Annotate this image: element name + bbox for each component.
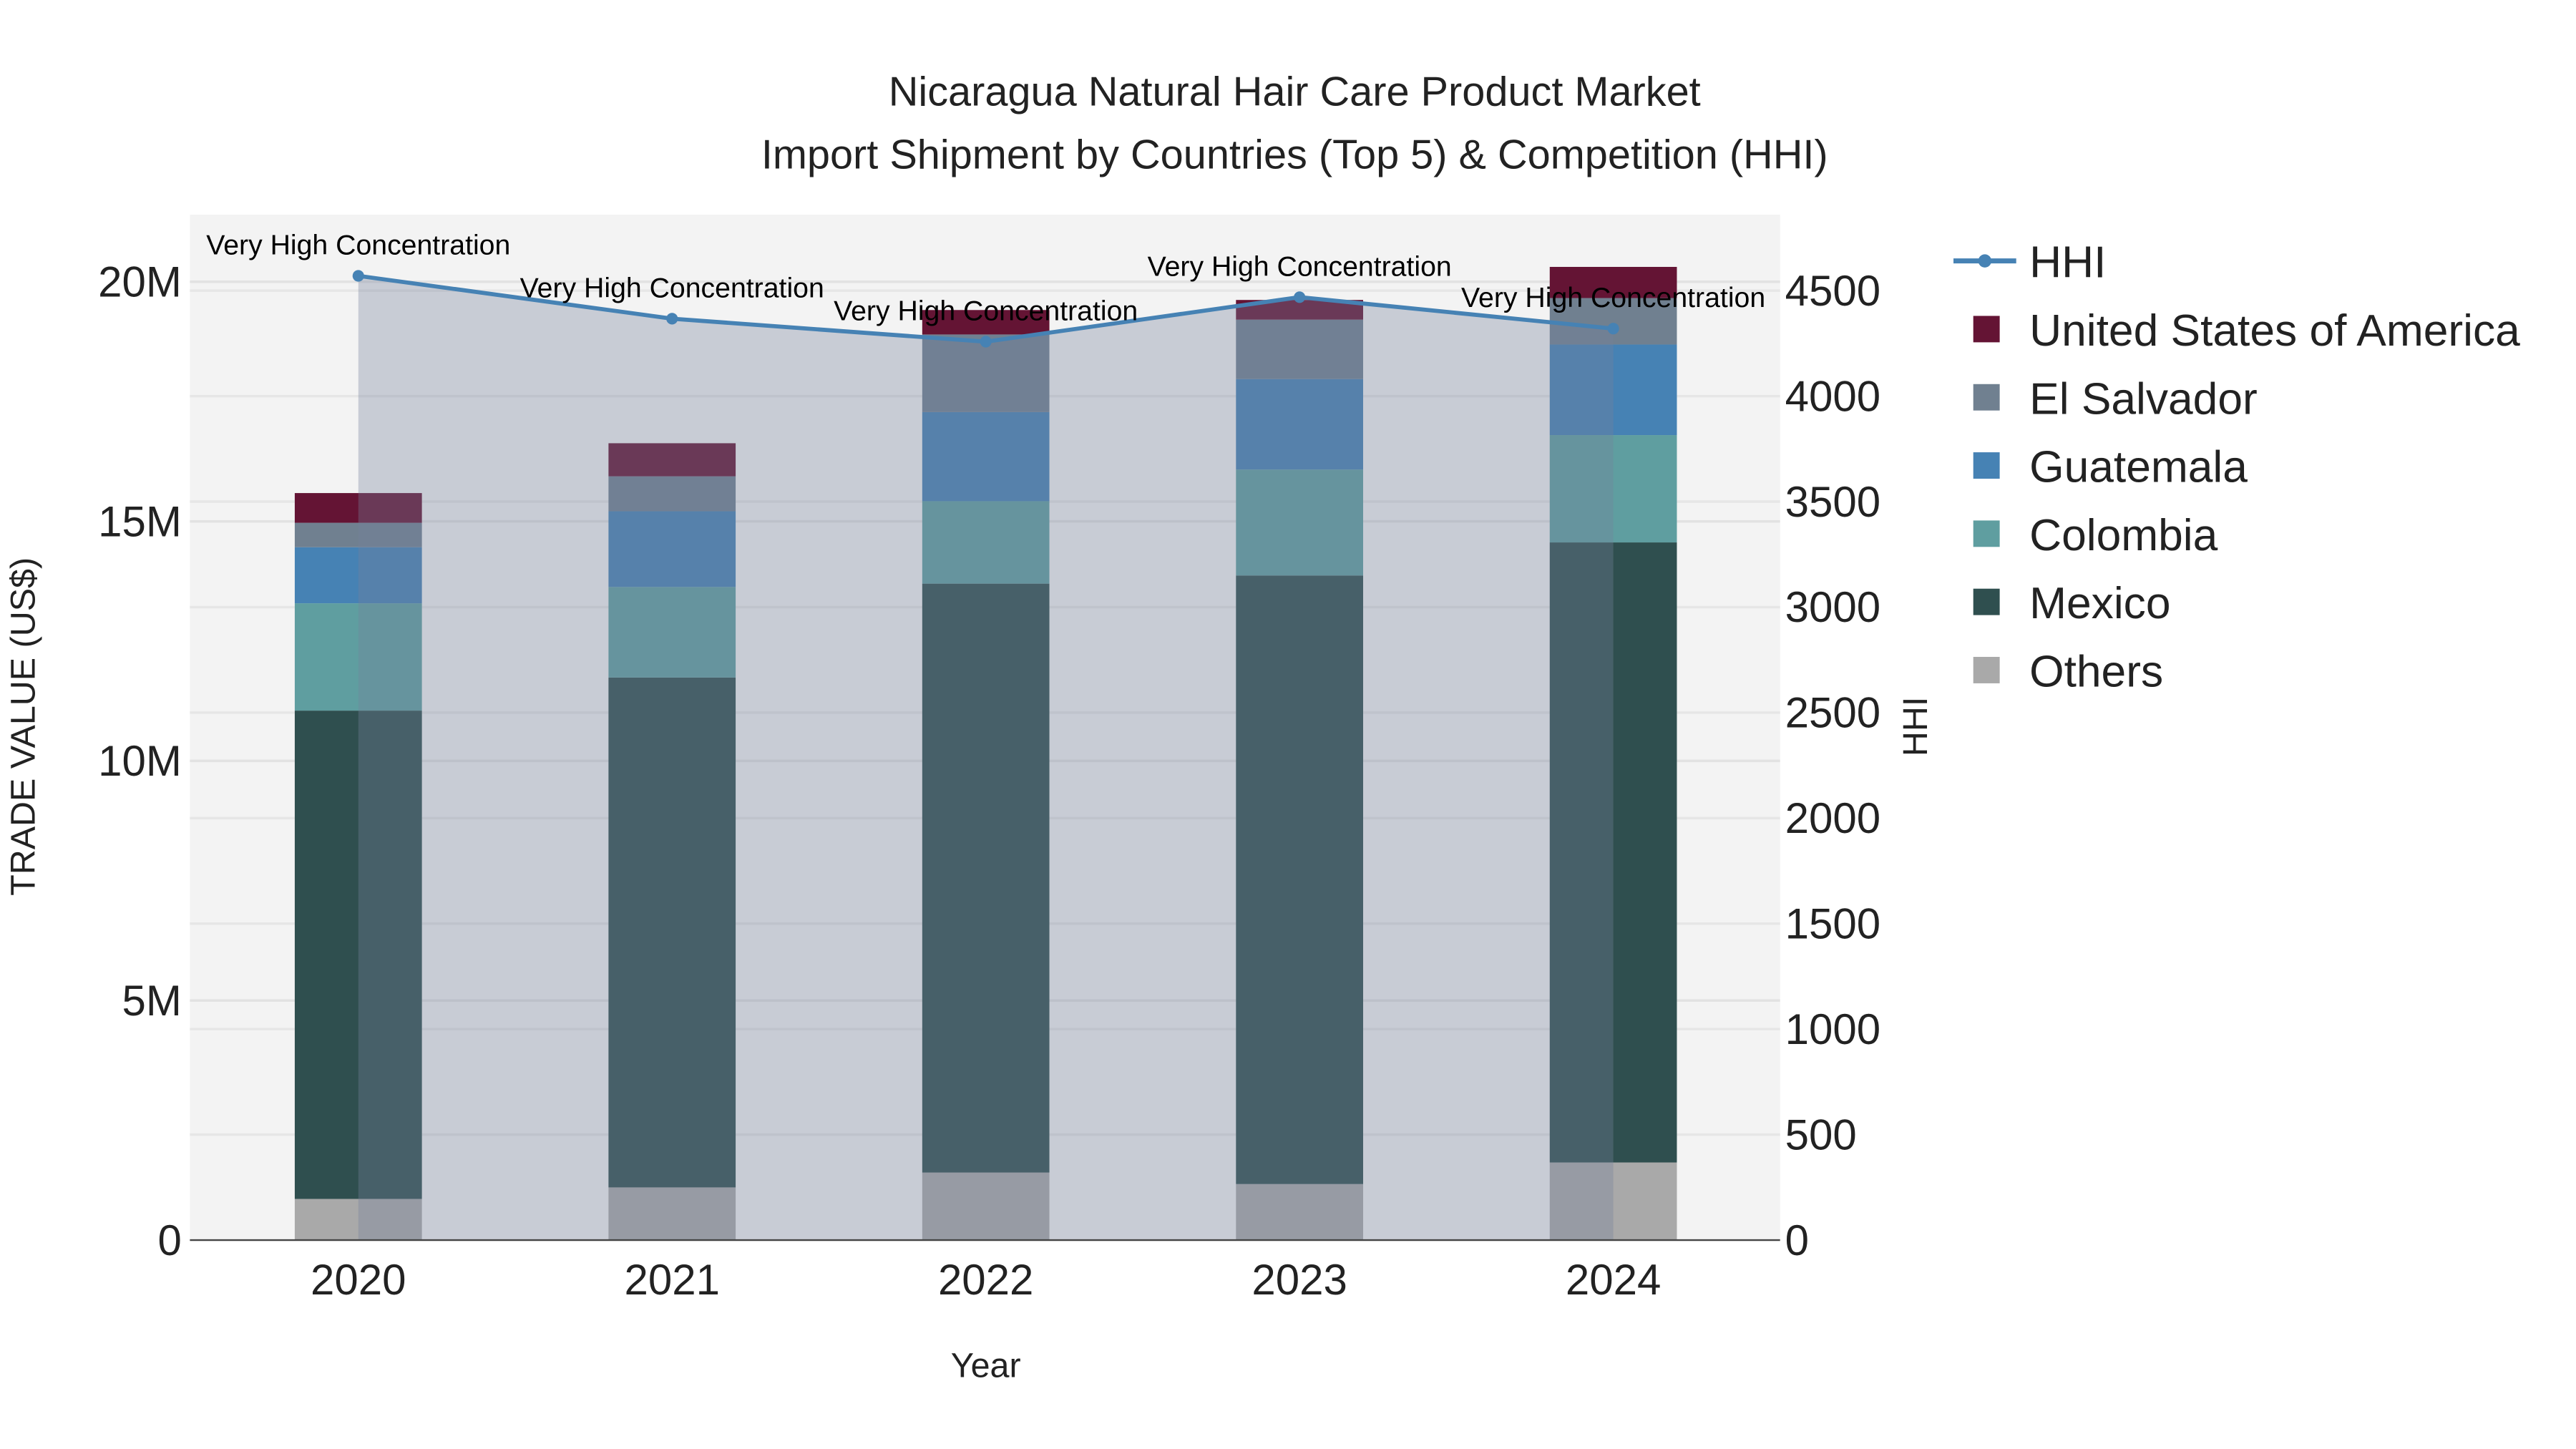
hhi-area-fill [358, 275, 1614, 1241]
bar-united-states-of-america [294, 493, 422, 523]
legend-swatch-icon [1973, 520, 2000, 547]
bars [294, 266, 1677, 1241]
legend-label: El Salvador [2029, 374, 2258, 424]
annotation-label: Very High Concentration [1461, 282, 1765, 313]
legend-label: Guatemala [2029, 443, 2248, 492]
hhi-area [358, 275, 1614, 1241]
bar-el-salvador [1549, 298, 1677, 345]
bar-mexico [1549, 542, 1677, 1163]
legend-label: United States of America [2029, 306, 2520, 356]
legend-swatch-icon [1973, 316, 2000, 343]
y-axis-ticks: 0 5M 10M 15M 20M [98, 258, 182, 1264]
bar-guatemala [1236, 379, 1363, 470]
y2-tick-label: 3500 [1785, 478, 1880, 526]
annotations: Very High Concentration Very High Concent… [206, 230, 1765, 327]
bar-el-salvador [294, 522, 422, 547]
x-tick-label: 2021 [624, 1256, 719, 1304]
bar-el-salvador [1236, 319, 1363, 379]
chart-subtitle: Import Shipment by Countries (Top 5) & C… [761, 132, 1828, 177]
bar-united-states-of-america [1549, 266, 1677, 298]
hhi-point [666, 313, 678, 325]
y-tick-label: 10M [98, 737, 182, 785]
hhi-line [352, 270, 1619, 348]
hhi-point [980, 336, 992, 348]
annotation-label: Very High Concentration [834, 296, 1138, 327]
bar-colombia [1236, 469, 1363, 576]
hhi-point [1294, 291, 1306, 303]
legend-swatch-icon [1973, 384, 2000, 411]
legend-swatch-icon [1973, 657, 2000, 683]
y-tick-label: 0 [157, 1216, 181, 1264]
y2-tick-label: 3000 [1785, 583, 1880, 631]
y2-axis-ticks: 0 500 1000 1500 2000 2500 3000 3500 4000 4500 [1785, 267, 1880, 1264]
legend-marker-icon [1978, 254, 1992, 268]
bar-mexico [608, 677, 736, 1188]
y-tick-label: 15M [98, 497, 182, 545]
bar-mexico [1236, 575, 1363, 1184]
bar-colombia [294, 603, 422, 711]
bar-guatemala [922, 411, 1050, 502]
bar-mexico [294, 711, 422, 1199]
legend-label: Colombia [2029, 511, 2218, 560]
bar-colombia [922, 501, 1050, 584]
bar-others [1549, 1162, 1677, 1241]
bar-colombia [608, 587, 736, 678]
y2-tick-label: 0 [1785, 1216, 1809, 1264]
y2-tick-label: 4000 [1785, 372, 1880, 420]
hhi-point [1607, 323, 1619, 335]
bar-mexico [922, 583, 1050, 1173]
legend: HHI United States of America El Salvador Gu… [1953, 238, 2520, 697]
y2-tick-label: 4500 [1785, 267, 1880, 315]
legend-swatch-icon [1973, 588, 2000, 615]
y-axis-title: TRADE VALUE (US$) [4, 557, 42, 896]
y2-tick-label: 1000 [1785, 1005, 1880, 1053]
bar-guatemala [1549, 344, 1677, 436]
x-tick-label: 2020 [311, 1256, 406, 1304]
legend-label: HHI [2029, 238, 2106, 288]
x-axis-title: Year [951, 1347, 1021, 1385]
y-tick-label: 5M [122, 977, 181, 1025]
y2-tick-label: 1500 [1785, 900, 1880, 948]
bar-guatemala [294, 547, 422, 604]
legend-label: Others [2029, 648, 2163, 697]
annotation-label: Very High Concentration [1148, 250, 1452, 282]
bar-others [922, 1172, 1050, 1241]
y2-tick-label: 500 [1785, 1111, 1857, 1158]
bar-united-states-of-america [922, 310, 1050, 335]
bar-el-salvador [608, 476, 736, 512]
x-axis-ticks: 2020 2021 2022 2023 2024 [311, 1256, 1661, 1304]
legend-label: Mexico [2029, 579, 2170, 628]
y2-tick-label: 2500 [1785, 689, 1880, 737]
bar-united-states-of-america [608, 443, 736, 477]
bar-others [1236, 1184, 1363, 1241]
y-tick-label: 20M [98, 258, 182, 306]
hhi-point [352, 270, 364, 282]
legend-swatch-icon [1973, 452, 2000, 479]
x-tick-label: 2024 [1566, 1256, 1661, 1304]
x-tick-label: 2023 [1252, 1256, 1347, 1304]
y2-tick-label: 2000 [1785, 794, 1880, 842]
annotation-label: Very High Concentration [520, 272, 824, 303]
bar-others [608, 1187, 736, 1241]
y2-axis-title: HHI [1896, 697, 1935, 756]
bar-colombia [1549, 435, 1677, 543]
bar-guatemala [608, 511, 736, 587]
x-tick-label: 2022 [938, 1256, 1033, 1304]
chart-title: Nicaragua Natural Hair Care Product Mark… [889, 69, 1701, 115]
annotation-label: Very High Concentration [206, 230, 510, 261]
bar-others [294, 1199, 422, 1241]
